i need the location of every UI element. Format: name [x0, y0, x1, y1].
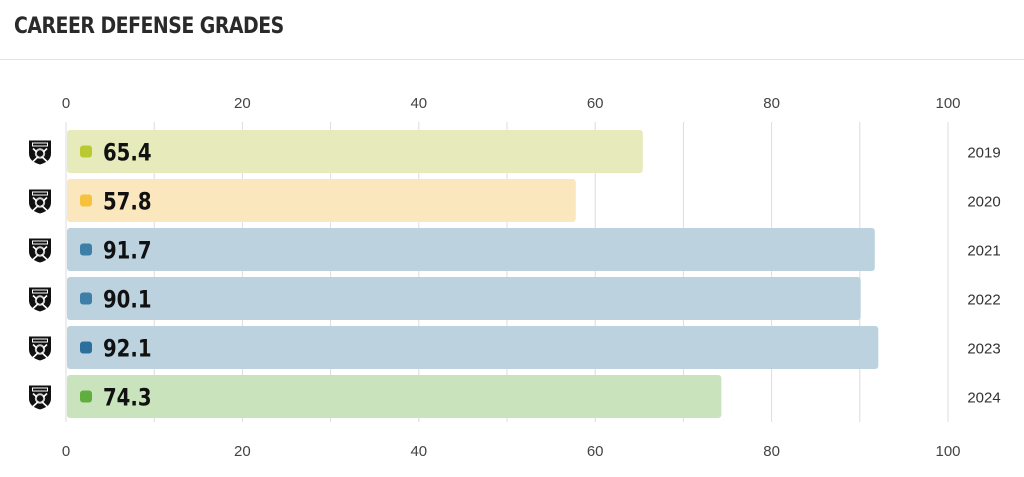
bar-row-2021: 91.7 2021 [29, 228, 1001, 271]
grade-dot [80, 243, 92, 256]
year-label: 2019 [967, 145, 1000, 162]
bottom-axis: 0 20 40 60 80 100 [62, 443, 961, 460]
x-tick-label-top: 60 [587, 95, 604, 112]
x-tick-label-top: 20 [234, 95, 251, 112]
x-tick-label-top: 100 [935, 95, 960, 112]
bar-value-label: 91.7 [103, 238, 152, 265]
bar-value-label: 74.3 [103, 385, 152, 412]
bar-value-label: 65.4 [103, 140, 152, 167]
top-axis: 0 20 40 60 80 100 [62, 95, 961, 112]
raiders-logo-icon [29, 385, 51, 410]
chart-title: CAREER DEFENSE GRADES [14, 14, 284, 39]
year-label: 2024 [967, 390, 1000, 407]
bar [67, 277, 861, 320]
x-tick-label-bottom: 80 [763, 443, 780, 460]
bar-row-2020: 57.8 2020 [29, 179, 1001, 222]
bar [67, 375, 722, 418]
x-tick-label-bottom: 0 [62, 443, 70, 460]
year-label: 2023 [967, 341, 1000, 358]
x-tick-label-bottom: 40 [410, 443, 427, 460]
bars: 65.4 2019 57.8 2020 91.7 2021 90.1 2022 92.1 2023… [29, 130, 1001, 418]
bar-row-2019: 65.4 2019 [29, 130, 1001, 173]
raiders-logo-icon [29, 238, 51, 263]
raiders-logo-icon [29, 140, 51, 165]
x-tick-label-bottom: 20 [234, 443, 251, 460]
year-label: 2022 [967, 292, 1000, 309]
bar [67, 228, 875, 271]
bar [67, 179, 576, 222]
raiders-logo-icon [29, 336, 51, 361]
bar-value-label: 92.1 [103, 336, 152, 363]
bar [67, 130, 643, 173]
bar [67, 326, 879, 369]
bar-value-label: 90.1 [103, 287, 152, 314]
x-tick-label-top: 40 [410, 95, 427, 112]
bar-row-2024: 74.3 2024 [29, 375, 1001, 418]
x-tick-label-bottom: 100 [935, 443, 960, 460]
x-tick-label-top: 0 [62, 95, 70, 112]
year-label: 2020 [967, 194, 1000, 211]
grade-dot [80, 390, 92, 403]
year-label: 2021 [967, 243, 1000, 260]
defense-grades-chart: 0 20 40 60 80 100 0 20 40 60 80 100 65.4 2019 57.8 20… [29, 95, 1001, 460]
chart-header: CAREER DEFENSE GRADES [0, 0, 1024, 60]
grade-dot [80, 341, 92, 354]
x-tick-label-bottom: 60 [587, 443, 604, 460]
raiders-logo-icon [29, 287, 51, 312]
grade-dot [80, 292, 92, 305]
bar-row-2022: 90.1 2022 [29, 277, 1001, 320]
raiders-logo-icon [29, 189, 51, 214]
grade-dot [80, 194, 92, 207]
bar-value-label: 57.8 [103, 189, 152, 216]
bar-row-2023: 92.1 2023 [29, 326, 1001, 369]
x-tick-label-top: 80 [763, 95, 780, 112]
grade-dot [80, 145, 92, 158]
